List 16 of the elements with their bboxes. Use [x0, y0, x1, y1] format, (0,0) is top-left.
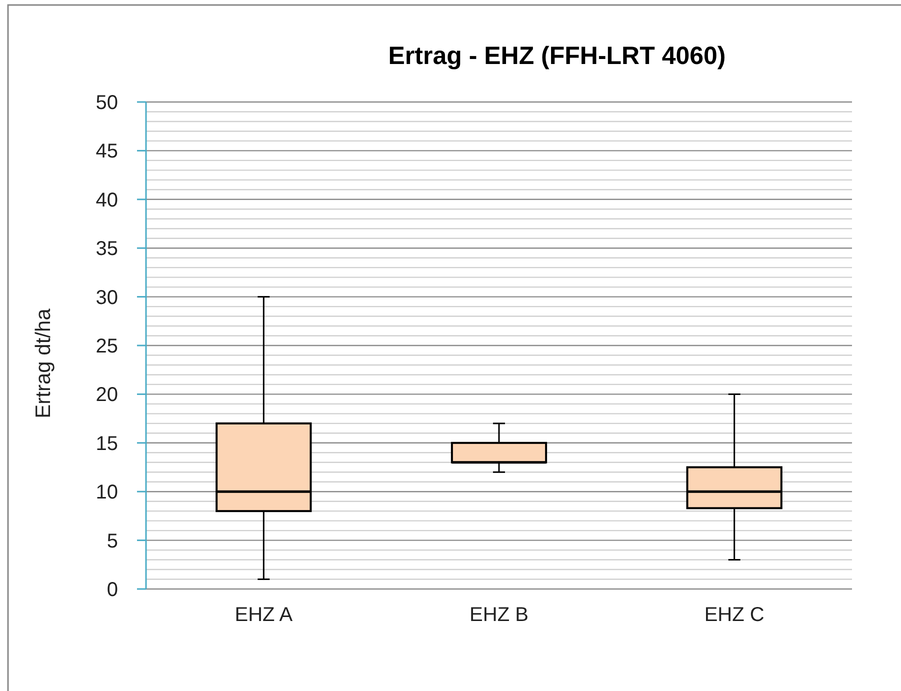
- y-tick-label: 5: [106, 530, 118, 552]
- y-tick-label: 0: [106, 579, 118, 601]
- x-tick-label: EHZ B: [470, 604, 528, 626]
- y-tick-label: 25: [96, 336, 118, 358]
- y-axis-title: Ertrag dt/ha: [32, 308, 55, 418]
- y-tick-label: 15: [96, 432, 118, 455]
- y-tick-label: 50: [96, 92, 118, 114]
- x-tick-label: EHZ C: [704, 604, 764, 626]
- y-tick-label: 30: [96, 286, 118, 309]
- chart-title: Ertrag - EHZ (FFH-LRT 4060): [388, 42, 726, 70]
- y-tick-label: 20: [96, 384, 118, 406]
- y-tick-label: 10: [96, 482, 118, 504]
- x-tick-label: EHZ A: [234, 604, 294, 626]
- y-tick-label: 40: [96, 189, 118, 212]
- y-tick-label: 45: [96, 140, 118, 163]
- y-tick-label: 35: [96, 238, 118, 260]
